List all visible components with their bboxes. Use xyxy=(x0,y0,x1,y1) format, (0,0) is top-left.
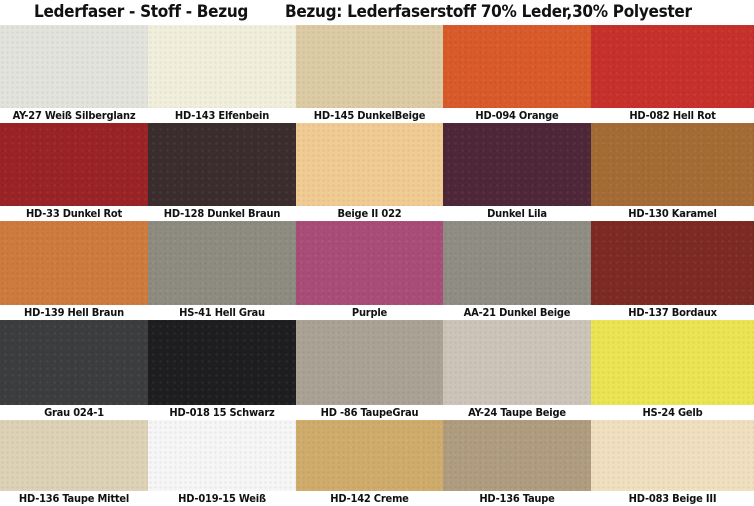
swatch-label: HD-136 Taupe Mittel xyxy=(0,491,148,506)
swatch-label: HS-41 Hell Grau xyxy=(148,305,296,320)
swatch-item: HD-142 Creme xyxy=(296,420,443,506)
swatch-item: AA-21 Dunkel Beige xyxy=(443,221,591,320)
swatch-label: HD-094 Orange xyxy=(443,108,591,123)
color-swatch xyxy=(591,420,754,491)
color-swatch xyxy=(591,320,754,405)
color-swatch xyxy=(148,420,296,491)
swatch-label: HD -86 TaupeGrau xyxy=(296,405,443,420)
color-swatch xyxy=(148,25,296,108)
swatch-label: HD-083 Beige III xyxy=(591,491,754,506)
color-swatch xyxy=(0,420,148,491)
swatch-item: HD-33 Dunkel Rot xyxy=(0,123,148,221)
swatch-item: Purple xyxy=(296,221,443,320)
swatch-item: HD-145 DunkelBeige xyxy=(296,25,443,123)
color-swatch xyxy=(443,320,591,405)
swatch-item: HD-136 Taupe Mittel xyxy=(0,420,148,506)
color-swatch xyxy=(0,320,148,405)
color-swatch xyxy=(296,320,443,405)
swatch-item: HD-139 Hell Braun xyxy=(0,221,148,320)
swatch-label: AY-24 Taupe Beige xyxy=(443,405,591,420)
swatch-item: HD-128 Dunkel Braun xyxy=(148,123,296,221)
swatch-item: Dunkel Lila xyxy=(443,123,591,221)
swatch-item: Beige II 022 xyxy=(296,123,443,221)
swatch-label: Grau 024-1 xyxy=(0,405,148,420)
swatch-item: HD-082 Hell Rot xyxy=(591,25,754,123)
color-swatch xyxy=(443,123,591,206)
swatch-item: HD-018 15 Schwarz xyxy=(148,320,296,420)
swatch-item: HS-41 Hell Grau xyxy=(148,221,296,320)
swatch-item: HD -86 TaupeGrau xyxy=(296,320,443,420)
color-swatch xyxy=(443,221,591,305)
swatch-label: Purple xyxy=(296,305,443,320)
color-swatch xyxy=(148,221,296,305)
color-swatch xyxy=(148,320,296,405)
header-title: Lederfaser - Stoff - Bezug Bezug: Lederf… xyxy=(0,0,754,25)
color-swatch xyxy=(0,25,148,108)
swatch-item: HD-130 Karamel xyxy=(591,123,754,221)
color-swatch xyxy=(296,221,443,305)
swatch-label: HD-019-15 Weiß xyxy=(148,491,296,506)
swatch-item: HS-24 Gelb xyxy=(591,320,754,420)
swatch-item: AY-27 Weiß Silberglanz xyxy=(0,25,148,123)
color-swatch xyxy=(0,221,148,305)
swatch-label: HD-130 Karamel xyxy=(591,206,754,221)
swatch-label: HS-24 Gelb xyxy=(591,405,754,420)
swatch-label: HD-143 Elfenbein xyxy=(148,108,296,123)
color-swatch xyxy=(443,25,591,108)
title-left: Lederfaser - Stoff - Bezug xyxy=(34,2,249,22)
swatch-item: HD-094 Orange xyxy=(443,25,591,123)
title-right: Bezug: Lederfaserstoff 70% Leder,30% Pol… xyxy=(285,2,692,22)
color-swatch xyxy=(296,25,443,108)
color-swatch xyxy=(591,25,754,108)
color-swatch xyxy=(296,123,443,206)
swatch-label: HD-137 Bordaux xyxy=(591,305,754,320)
swatch-label: Dunkel Lila xyxy=(443,206,591,221)
swatch-item: AY-24 Taupe Beige xyxy=(443,320,591,420)
swatch-item: HD-136 Taupe xyxy=(443,420,591,506)
swatch-label: HD-145 DunkelBeige xyxy=(296,108,443,123)
swatch-label: HD-139 Hell Braun xyxy=(0,305,148,320)
color-swatch xyxy=(0,123,148,206)
color-swatch xyxy=(591,123,754,206)
swatch-label: HD-128 Dunkel Braun xyxy=(148,206,296,221)
swatch-item: HD-143 Elfenbein xyxy=(148,25,296,123)
color-swatch xyxy=(296,420,443,491)
swatch-item: HD-019-15 Weiß xyxy=(148,420,296,506)
swatch-item: Grau 024-1 xyxy=(0,320,148,420)
swatch-label: HD-082 Hell Rot xyxy=(591,108,754,123)
swatch-label: AY-27 Weiß Silberglanz xyxy=(0,108,148,123)
swatch-item: HD-083 Beige III xyxy=(591,420,754,506)
swatch-item: HD-137 Bordaux xyxy=(591,221,754,320)
swatch-label: HD-018 15 Schwarz xyxy=(148,405,296,420)
swatch-label: HD-136 Taupe xyxy=(443,491,591,506)
color-swatch xyxy=(591,221,754,305)
swatch-label: AA-21 Dunkel Beige xyxy=(443,305,591,320)
swatch-label: Beige II 022 xyxy=(296,206,443,221)
swatch-label: HD-33 Dunkel Rot xyxy=(0,206,148,221)
color-swatch xyxy=(443,420,591,491)
swatch-label: HD-142 Creme xyxy=(296,491,443,506)
color-swatch xyxy=(148,123,296,206)
